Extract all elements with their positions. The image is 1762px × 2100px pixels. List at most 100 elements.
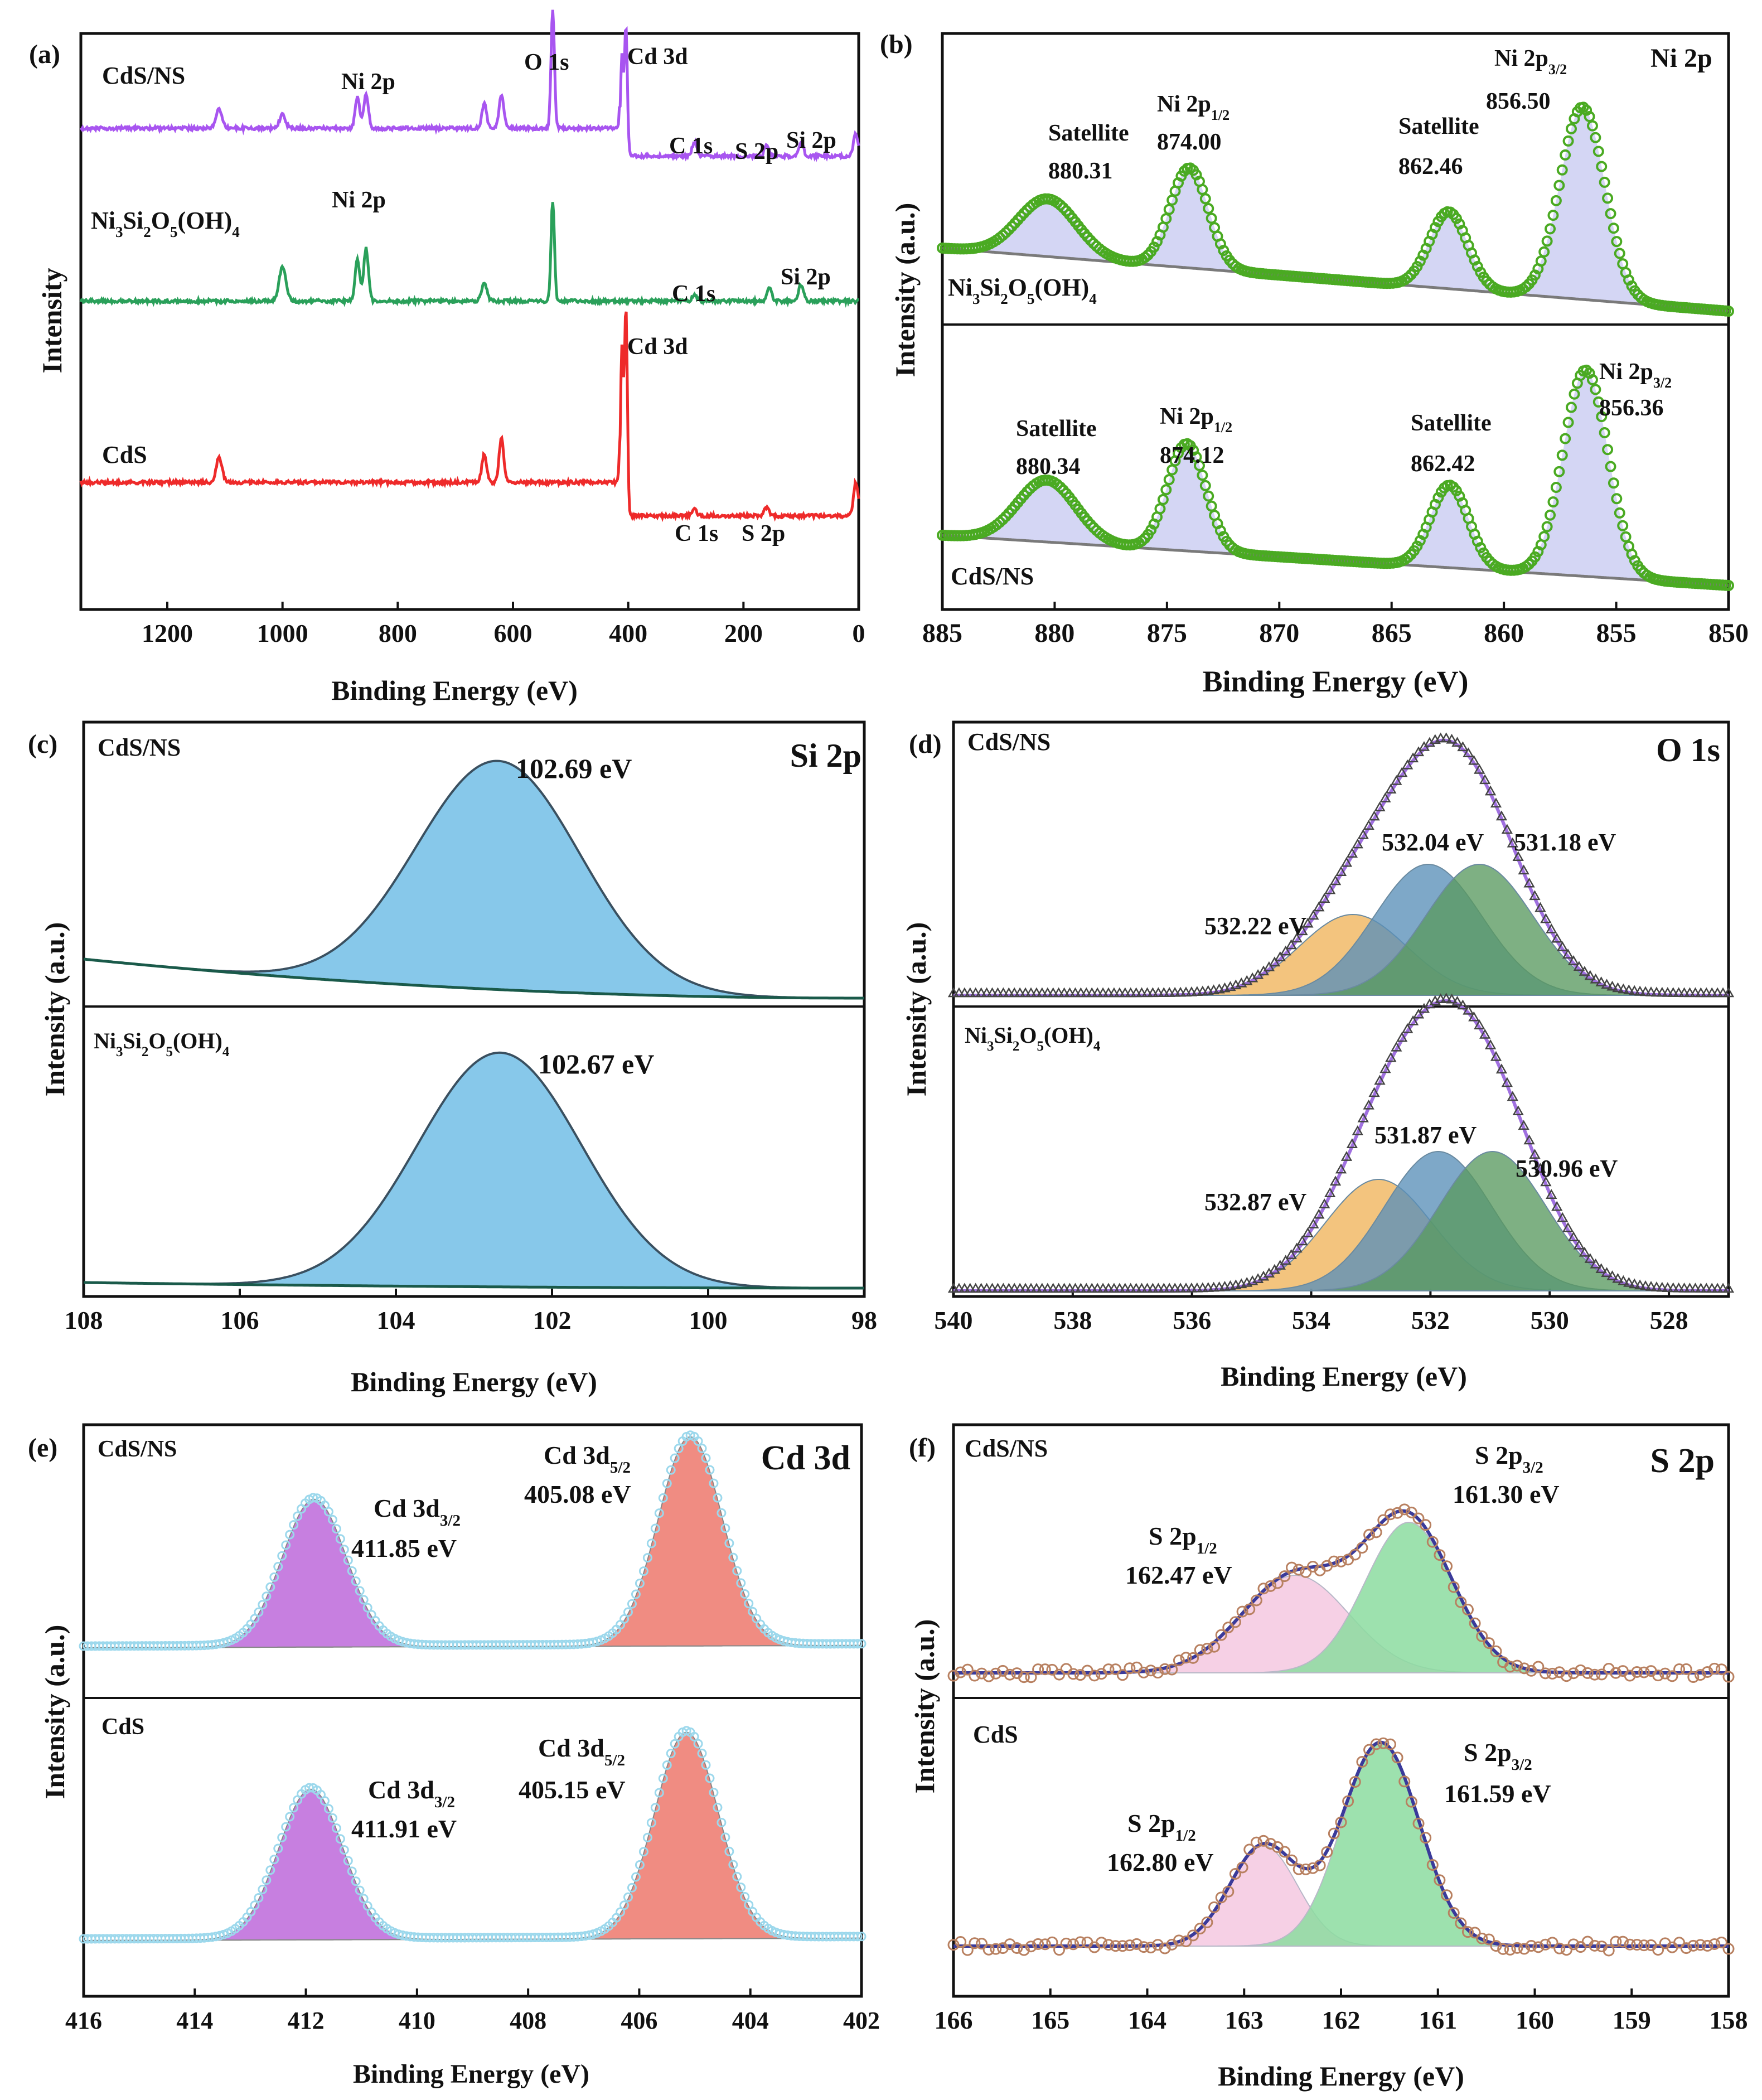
data-point (1046, 1936, 1058, 1948)
data-point (258, 1600, 268, 1610)
data-point (1374, 1075, 1386, 1085)
data-point (1296, 925, 1308, 936)
peak-value: 162.80 eV (1107, 1848, 1214, 1876)
data-point (1638, 1939, 1650, 1952)
data-point (1130, 987, 1142, 998)
data-point (1313, 1208, 1325, 1219)
data-point (728, 1860, 738, 1870)
data-point (1145, 524, 1157, 536)
data-point (273, 1562, 283, 1572)
data-point (1019, 1283, 1032, 1293)
peak-label-cd3d: Cd 3d (627, 334, 688, 360)
data-point (1047, 987, 1059, 998)
data-point (1032, 1663, 1044, 1676)
data-point (1346, 1138, 1358, 1148)
data-point (1291, 932, 1303, 943)
data-point (970, 987, 981, 998)
data-point (1194, 1923, 1206, 1935)
data-point (1173, 1934, 1185, 1947)
y-axis-title: Intensity (36, 268, 67, 374)
data-point (1551, 1201, 1563, 1211)
data-point (1667, 987, 1679, 997)
data-point (335, 1834, 345, 1844)
panel-label-a: (a) (29, 40, 60, 69)
data-point (705, 1465, 715, 1475)
data-point (1324, 1187, 1336, 1198)
data-point (666, 1465, 676, 1475)
data-point (853, 1932, 863, 1942)
peak-label-cd3d: Cd 3d (627, 44, 688, 70)
data-point (1468, 1011, 1480, 1022)
cdsns-si2p-peak-area (83, 759, 864, 999)
data-point (293, 1511, 303, 1521)
data-point (1398, 1775, 1411, 1788)
x-tick-label: 160 (1516, 2006, 1554, 2034)
data-point (1274, 1260, 1286, 1270)
x-tick-label: 158 (1710, 2006, 1748, 2034)
data-point (1610, 1936, 1622, 1948)
data-point (1363, 820, 1374, 830)
data-point (998, 987, 1009, 998)
data-point (650, 1803, 660, 1813)
data-point (1191, 1282, 1203, 1293)
data-point (1193, 459, 1205, 471)
peak-label: Cd 3d5/2 (544, 1441, 631, 1477)
data-point (1257, 1583, 1270, 1595)
data-point (670, 1739, 680, 1749)
data-point (1629, 1278, 1640, 1289)
peak-label-o1s: O 1s (524, 50, 569, 75)
x-axis-title: Binding Energy (eV) (353, 2059, 589, 2089)
data-point (619, 1614, 630, 1624)
peak-value: 102.67 eV (538, 1048, 654, 1080)
data-point (1463, 1004, 1474, 1015)
data-point (327, 1813, 337, 1823)
peak-label: S 2p1/2 (1127, 1809, 1196, 1845)
data-point (1412, 1817, 1425, 1830)
data-point (1656, 986, 1668, 997)
data-point (1420, 1519, 1432, 1531)
data-point (1695, 1283, 1707, 1293)
data-point (1573, 961, 1585, 971)
data-point (1590, 973, 1601, 984)
data-point (955, 1936, 967, 1948)
data-point (1518, 1662, 1531, 1675)
data-point (269, 1572, 279, 1582)
data-point (631, 1872, 641, 1882)
data-point (856, 1932, 867, 1942)
data-point (1708, 1662, 1721, 1675)
data-point (289, 1803, 299, 1813)
data-point (1690, 1283, 1701, 1293)
x-tick-label: 1000 (257, 619, 308, 647)
data-point (1596, 1668, 1608, 1681)
data-point (990, 1943, 1002, 1955)
data-point (1314, 1859, 1326, 1871)
peak-value: 405.15 eV (519, 1775, 626, 1804)
data-point (254, 1607, 264, 1617)
data-point (1229, 1867, 1241, 1880)
x-tick-label: 540 (935, 1306, 973, 1334)
data-point (1463, 747, 1474, 758)
data-point (1645, 1281, 1657, 1291)
data-point (986, 987, 998, 998)
data-point (1137, 1941, 1150, 1953)
panel-label-d: (d) (909, 729, 942, 759)
data-point (1136, 987, 1148, 998)
data-point (1678, 987, 1690, 998)
data-point (1518, 1943, 1531, 1955)
data-point (646, 1538, 656, 1549)
data-point (289, 1520, 299, 1530)
data-point (250, 1900, 260, 1910)
data-point (1009, 1283, 1020, 1293)
data-point (998, 1283, 1009, 1293)
data-point (976, 1667, 988, 1680)
data-point (1086, 987, 1098, 998)
data-point (1279, 1570, 1291, 1583)
data-point (1440, 993, 1452, 1003)
data-point (1352, 1125, 1363, 1135)
data-point (736, 1578, 746, 1588)
data-point (1586, 120, 1598, 132)
data-point (1147, 1283, 1159, 1293)
data-point (1567, 955, 1580, 965)
data-point (1639, 1280, 1652, 1290)
cdsns-si2p-background (83, 957, 864, 1000)
